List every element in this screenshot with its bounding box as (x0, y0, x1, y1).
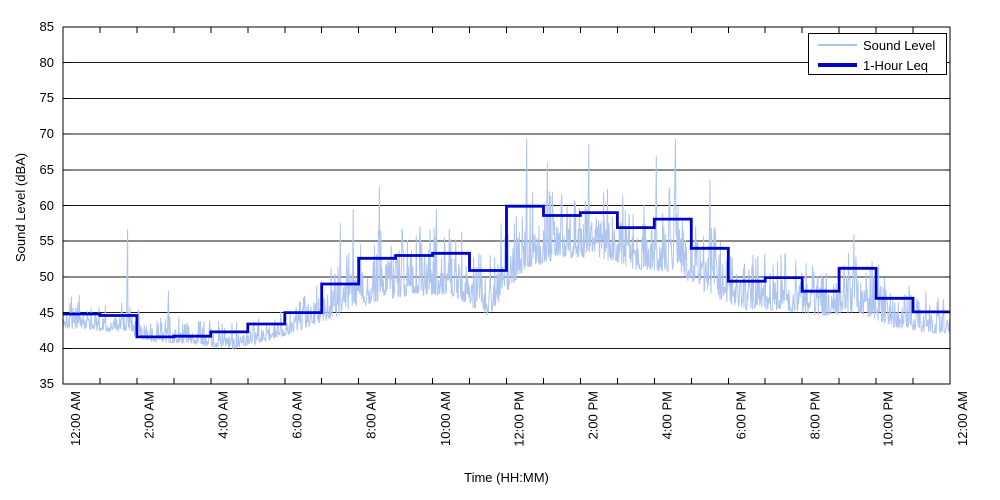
x-tick-label: 12:00 PM (511, 391, 527, 447)
x-tick-label: 2:00 AM (141, 391, 157, 439)
y-tick-label: 55 (39, 233, 54, 249)
legend-label-sound-level: Sound Level (863, 37, 936, 53)
y-tick-label: 60 (39, 197, 54, 213)
x-tick-label: 4:00 PM (659, 391, 675, 440)
legend-line-sample-1-hour-leq (818, 63, 857, 67)
legend-item-sound-level: Sound Level (809, 35, 946, 55)
y-axis-title: Sound Level (dBA) (13, 152, 28, 262)
x-tick-label: 2:00 PM (585, 391, 601, 440)
legend-label-1-hour-leq: 1-Hour Leq (863, 57, 929, 73)
axis-ticks (62, 26, 951, 385)
x-tick-label: 10:00 PM (881, 391, 897, 447)
x-tick-label: 6:00 AM (289, 391, 305, 439)
x-tick-label: 8:00 PM (807, 391, 823, 440)
x-tick-label: 6:00 PM (733, 391, 749, 440)
one-hour-leq-line (63, 204, 950, 339)
legend-item-1-hour-leq: 1-Hour Leq (809, 55, 946, 75)
x-axis-title: Time (HH:MM) (464, 470, 549, 485)
y-tick-label: 85 (39, 19, 54, 34)
y-tick-label: 35 (39, 376, 54, 391)
x-tick-label: 10:00 AM (437, 391, 453, 446)
y-tick-label: 70 (39, 126, 54, 142)
legend-line-sample-sound-level (818, 44, 857, 46)
x-tick-label: 12:00 AM (68, 391, 83, 446)
y-tick-label: 45 (39, 304, 54, 320)
y-tick-label: 50 (39, 268, 54, 284)
x-tick-label: 4:00 AM (215, 391, 231, 439)
y-tick-label: 65 (39, 161, 54, 177)
legend: Sound Level 1-Hour Leq (808, 33, 947, 75)
x-tick-label: 8:00 AM (363, 391, 379, 439)
y-tick-label: 75 (39, 90, 54, 106)
y-tick-label: 80 (39, 54, 54, 70)
y-tick-label: 40 (39, 340, 54, 356)
x-tick-label: 12:00 AM (955, 391, 970, 446)
